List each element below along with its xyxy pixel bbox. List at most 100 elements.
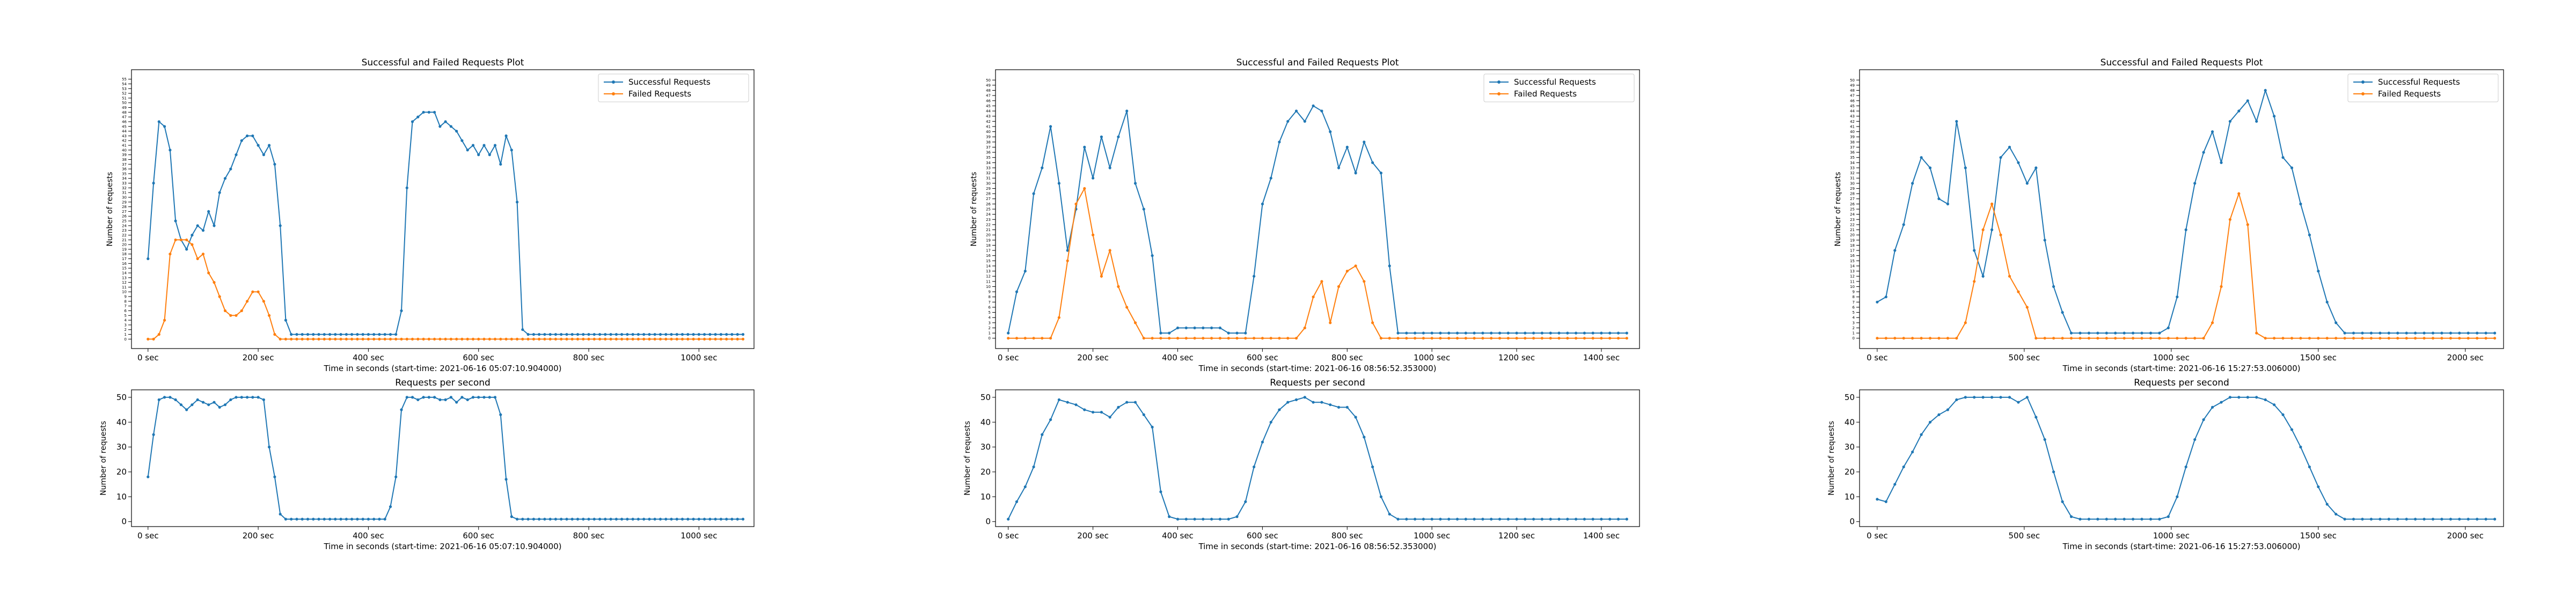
x-axis-label: Time in seconds (start-time: 2021-06-16 … — [323, 542, 561, 551]
data-point — [2149, 517, 2153, 521]
data-point — [1303, 396, 1306, 399]
y-tick-label: 44 — [122, 129, 127, 134]
legend-marker — [2361, 92, 2365, 95]
data-point — [614, 337, 618, 341]
data-point — [2035, 166, 2038, 169]
data-point — [1235, 331, 1239, 335]
data-point — [1023, 337, 1027, 340]
data-point — [1108, 416, 1111, 419]
data-point — [2423, 337, 2426, 340]
y-tick-label: 9 — [1853, 290, 1855, 294]
data-point — [372, 517, 376, 521]
data-point — [642, 337, 646, 341]
data-point — [1286, 120, 1290, 123]
data-point — [1041, 433, 1044, 436]
data-point — [576, 517, 580, 521]
data-point — [2369, 517, 2373, 521]
data-point — [560, 517, 563, 521]
data-point — [2132, 517, 2135, 521]
data-point — [295, 517, 298, 521]
data-point — [361, 517, 364, 521]
y-tick-label: 1 — [1853, 331, 1855, 336]
data-point — [1286, 401, 1290, 404]
data-point — [658, 517, 662, 521]
data-point — [2379, 517, 2382, 521]
y-tick-label: 8 — [1853, 295, 1855, 299]
y-tick-label: 37 — [122, 162, 127, 167]
data-point — [1041, 337, 1044, 340]
y-tick-label: 41 — [1850, 124, 1855, 129]
data-point — [1591, 517, 1594, 521]
data-point — [246, 396, 249, 399]
data-point — [345, 333, 348, 336]
data-point — [444, 337, 447, 341]
data-point — [147, 337, 150, 341]
y-tick-label: 40 — [980, 417, 991, 427]
data-point — [438, 125, 442, 128]
y-tick-label: 17 — [122, 257, 127, 261]
data-point — [1524, 337, 1527, 340]
data-point — [2079, 517, 2082, 521]
data-point — [218, 295, 221, 298]
data-point — [229, 398, 232, 402]
data-point — [1244, 331, 1247, 335]
data-point — [714, 337, 717, 341]
data-point — [1032, 337, 1035, 340]
data-point — [433, 337, 436, 341]
y-tick-label: 21 — [986, 228, 991, 232]
y-tick-label: 20 — [980, 467, 991, 477]
data-point — [1007, 331, 1010, 335]
data-point — [1354, 172, 1357, 175]
data-point — [323, 517, 326, 521]
data-point — [290, 337, 293, 341]
x-tick-label: 2000 sec — [2447, 353, 2484, 362]
data-point — [2273, 337, 2276, 340]
x-tick-label: 600 sec — [1247, 353, 1278, 362]
y-tick-label: 50 — [1845, 393, 1855, 402]
y-tick-label: 5 — [125, 314, 127, 318]
data-point — [736, 337, 739, 341]
data-point — [1032, 465, 1035, 469]
data-point — [658, 337, 662, 341]
data-point — [1345, 270, 1349, 273]
y-tick-label: 45 — [986, 104, 991, 108]
y-tick-label: 24 — [122, 224, 127, 228]
data-point — [570, 337, 574, 341]
y-tick-label: 40 — [116, 417, 127, 427]
data-point — [1303, 120, 1306, 123]
data-point — [2255, 331, 2258, 335]
data-point — [1566, 517, 1569, 521]
data-point — [554, 333, 557, 336]
data-point — [692, 333, 695, 336]
data-point — [598, 517, 602, 521]
data-point — [1074, 403, 1078, 406]
x-tick-label: 1400 sec — [1583, 531, 1620, 541]
y-tick-label: 0 — [125, 337, 127, 342]
data-point — [2228, 396, 2231, 399]
data-point — [455, 130, 458, 133]
data-point — [449, 337, 453, 341]
data-point — [2149, 331, 2153, 335]
data-point — [2317, 270, 2320, 273]
data-point — [2246, 396, 2249, 399]
data-point — [1320, 401, 1323, 404]
y-tick-label: 30 — [122, 195, 127, 199]
data-point — [2123, 337, 2126, 340]
y-tick-label: 46 — [1850, 99, 1855, 103]
data-point — [2167, 515, 2170, 519]
chart-panel-4: Requests per second 0 sec 200 sec 400 sec 60… — [963, 378, 1640, 551]
data-point — [664, 517, 668, 521]
data-point — [2123, 331, 2126, 335]
data-point — [2414, 331, 2417, 335]
data-point — [449, 396, 453, 399]
data-point — [526, 333, 530, 336]
data-point — [1345, 145, 1349, 149]
data-point — [1414, 331, 1417, 335]
data-point — [526, 517, 530, 521]
data-point — [1278, 337, 1281, 340]
data-point — [411, 120, 414, 123]
data-point — [504, 337, 508, 341]
chart-title: Requests per second — [395, 378, 491, 388]
data-point — [1057, 398, 1060, 402]
y-tick-label: 35 — [986, 156, 991, 160]
